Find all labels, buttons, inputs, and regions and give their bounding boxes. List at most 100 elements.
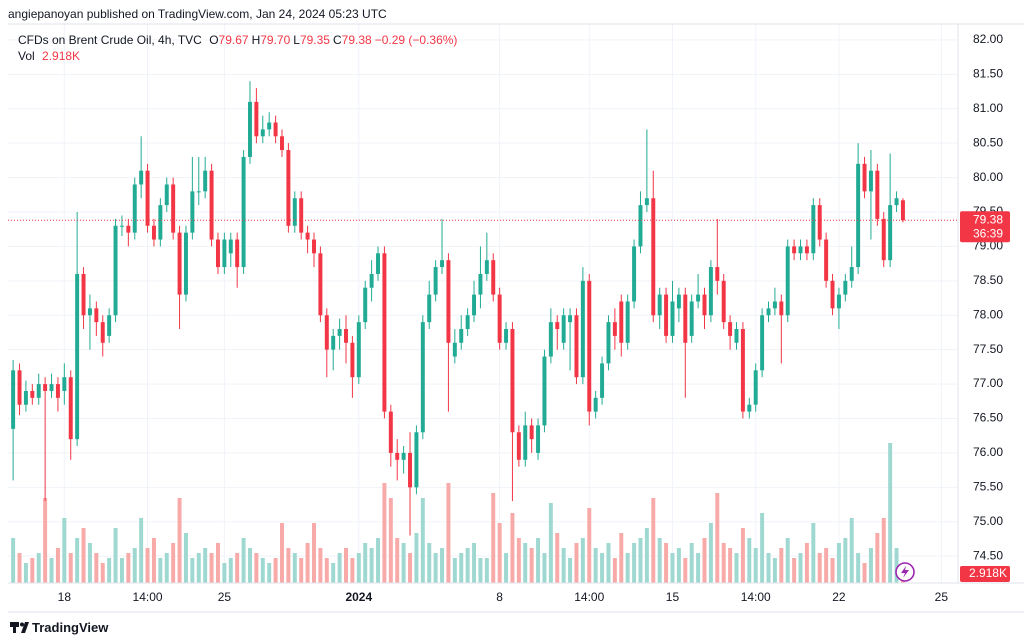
candle-body — [753, 370, 758, 405]
x-tick-label: 14:00 — [574, 590, 604, 604]
volume-bar — [600, 553, 605, 583]
volume-bar — [619, 533, 624, 583]
candle-body — [491, 260, 496, 295]
candle-body — [478, 273, 483, 295]
volume-bar — [132, 548, 137, 583]
volume-bar — [843, 538, 848, 583]
candle-body — [452, 342, 457, 357]
volume-bar — [606, 543, 611, 583]
volume-bar — [312, 523, 316, 583]
volume-bar — [779, 548, 784, 583]
legend-value: 79.70 — [260, 33, 291, 47]
candle-body — [171, 184, 176, 233]
x-tick-label: 14:00 — [133, 590, 163, 604]
candle-body — [734, 329, 739, 343]
y-tick-label: 81.50 — [973, 67, 1003, 81]
y-tick-label: 77.00 — [973, 376, 1003, 390]
last-volume-box — [960, 566, 1010, 582]
candle-body — [465, 315, 470, 330]
volume-bar — [817, 553, 822, 583]
volume-bar — [87, 543, 92, 583]
last-price-label: 79.38 — [973, 212, 1003, 226]
y-tick-label: 80.00 — [973, 170, 1003, 184]
volume-bar — [337, 553, 342, 583]
candle-body — [683, 294, 688, 343]
candle-body — [510, 329, 515, 433]
candle-body — [158, 205, 163, 240]
volume-bar — [408, 553, 413, 583]
candle-body — [817, 205, 822, 240]
volume-bar — [158, 558, 163, 583]
volume-bar — [81, 528, 86, 583]
candle-body — [49, 384, 54, 391]
x-tick-label: 18 — [58, 590, 72, 604]
candle-body — [356, 322, 361, 378]
candle-body — [68, 377, 73, 440]
volume-bar — [664, 543, 669, 583]
candle-body — [497, 294, 502, 343]
volume-bar — [849, 518, 854, 583]
candle-body — [126, 225, 131, 233]
volume-bar — [510, 513, 515, 583]
volume-bar — [824, 548, 829, 583]
volume-bar — [446, 483, 451, 583]
x-tick-label: 15 — [666, 590, 680, 604]
x-tick-label: 2024 — [345, 590, 372, 604]
volume-bar — [593, 548, 598, 583]
candle-body — [894, 198, 899, 206]
symbol-legend: CFDs on Brent Crude Oil, 4h, TVC O79.67 H… — [18, 33, 457, 47]
candle-body — [747, 404, 752, 412]
volume-bar — [804, 543, 809, 583]
candle-body — [382, 253, 387, 412]
candle-body — [523, 425, 528, 460]
candle-body — [766, 308, 771, 316]
candle-body — [881, 218, 886, 261]
volume-bar — [196, 553, 201, 583]
candle-body — [113, 225, 118, 316]
volume-bar — [760, 513, 765, 583]
volume-bar — [696, 553, 701, 583]
candle-body — [151, 225, 156, 240]
candle-body — [843, 280, 848, 295]
volume-bar — [369, 548, 374, 583]
volume-bar — [145, 548, 150, 583]
volume-bar — [574, 543, 579, 583]
x-tick-label: 22 — [832, 590, 846, 604]
candle-body — [856, 163, 861, 268]
volume-bar — [568, 558, 573, 583]
volume-bar — [580, 538, 585, 583]
candle-body — [81, 273, 86, 316]
volume-bar — [49, 558, 54, 583]
y-tick-label: 80.50 — [973, 135, 1003, 149]
candle-body — [587, 280, 592, 412]
candle-body — [420, 322, 425, 433]
candle-body — [132, 184, 137, 233]
volume-bar — [875, 533, 880, 583]
candle-body — [657, 294, 662, 316]
legend-change: −0.29 (−0.36%) — [374, 33, 458, 47]
candle-body — [11, 370, 16, 429]
candle-body — [344, 329, 348, 343]
legend-value: 79.67 — [218, 33, 249, 47]
candle-body — [708, 267, 713, 316]
volume-value: 2.918K — [42, 49, 81, 63]
volume-bar — [305, 543, 310, 583]
bolt-icon[interactable] — [895, 562, 915, 582]
volume-bar — [382, 483, 387, 583]
candle-body — [408, 452, 413, 488]
volume-bar — [151, 538, 156, 583]
volume-bar — [452, 558, 457, 583]
candle-body — [728, 322, 733, 336]
volume-bar — [30, 558, 35, 583]
volume-bar — [644, 528, 649, 583]
candle-body — [286, 150, 291, 226]
candle-body — [222, 239, 227, 268]
volume-bar — [657, 538, 662, 583]
volume-bar — [747, 538, 752, 583]
legend-key: O — [209, 33, 219, 47]
volume-bar — [247, 548, 252, 583]
volume-bar — [171, 543, 176, 583]
volume-bar — [721, 543, 726, 583]
volume-bar — [753, 548, 758, 583]
